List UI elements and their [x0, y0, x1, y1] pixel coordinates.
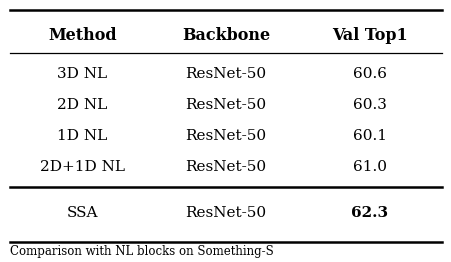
Text: 2D NL: 2D NL	[57, 98, 107, 112]
Text: SSA: SSA	[66, 206, 98, 220]
Text: 60.1: 60.1	[352, 129, 386, 143]
Text: 2D+1D NL: 2D+1D NL	[40, 160, 124, 174]
Text: 62.3: 62.3	[350, 206, 387, 220]
Text: Comparison with NL blocks on Something-S: Comparison with NL blocks on Something-S	[10, 245, 273, 258]
Text: 61.0: 61.0	[352, 160, 386, 174]
Text: 3D NL: 3D NL	[57, 67, 107, 81]
Text: Backbone: Backbone	[182, 26, 269, 43]
Text: ResNet-50: ResNet-50	[185, 160, 266, 174]
Text: 1D NL: 1D NL	[57, 129, 107, 143]
Text: ResNet-50: ResNet-50	[185, 67, 266, 81]
Text: ResNet-50: ResNet-50	[185, 98, 266, 112]
Text: 60.3: 60.3	[352, 98, 386, 112]
Text: Val Top1: Val Top1	[331, 26, 407, 43]
Text: ResNet-50: ResNet-50	[185, 129, 266, 143]
Text: 60.6: 60.6	[352, 67, 386, 81]
Text: ResNet-50: ResNet-50	[185, 206, 266, 220]
Text: Method: Method	[48, 26, 116, 43]
